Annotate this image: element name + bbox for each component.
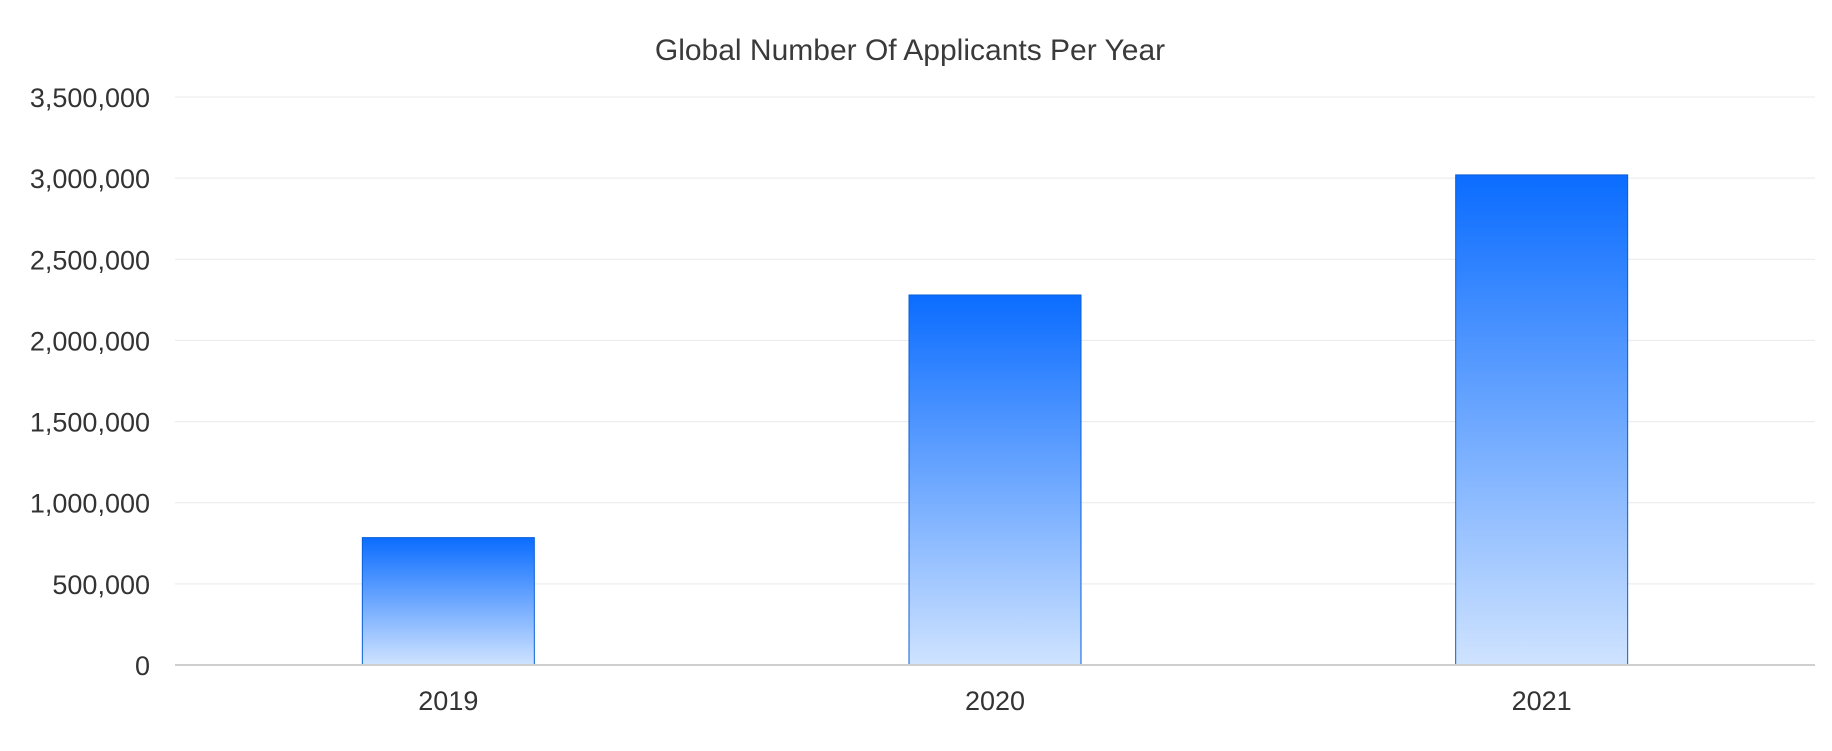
y-tick-label: 3,500,000	[30, 83, 150, 113]
x-tick-label: 2020	[965, 686, 1025, 716]
bar-2019	[361, 537, 535, 666]
y-tick-label: 1,500,000	[30, 408, 150, 438]
y-tick-label: 1,000,000	[30, 489, 150, 519]
y-tick-label: 0	[135, 651, 150, 681]
y-tick-label: 2,500,000	[30, 245, 150, 275]
x-tick-label: 2021	[1512, 686, 1572, 716]
bars	[361, 174, 1629, 666]
x-tick-label: 2019	[418, 686, 478, 716]
y-tick-label: 3,000,000	[30, 164, 150, 194]
y-axis-tick-labels: 0 500,000 1,000,000 1,500,000 2,000,000 2,500…	[30, 83, 150, 681]
chart-title: Global Number Of Applicants Per Year	[655, 34, 1165, 67]
x-axis-tick-labels: 2019 2020 2021	[418, 686, 1571, 716]
y-tick-label: 500,000	[52, 570, 150, 600]
bar-2021	[1455, 174, 1629, 666]
y-tick-label: 2,000,000	[30, 326, 150, 356]
bar-2020	[908, 294, 1082, 666]
